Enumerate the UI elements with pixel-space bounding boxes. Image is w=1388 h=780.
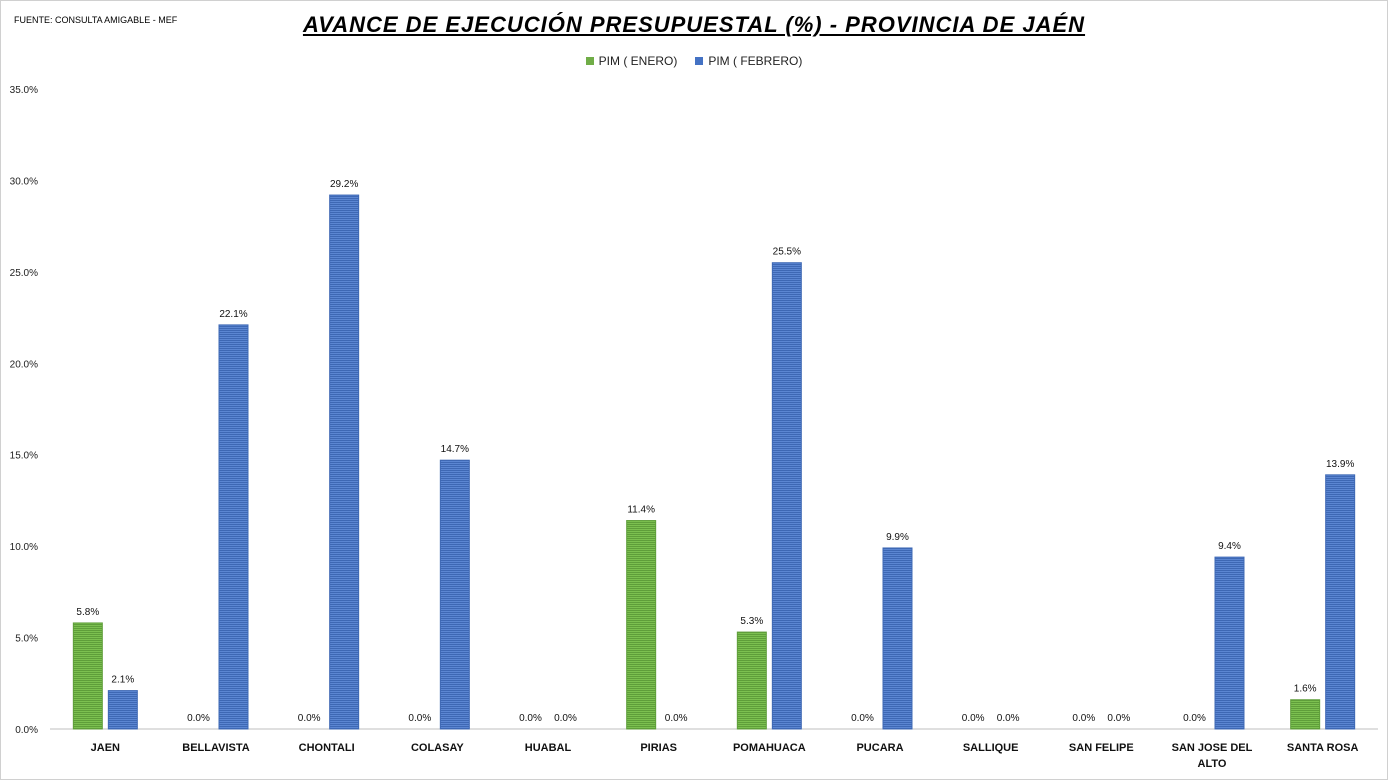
- chart-title-text: AVANCE DE EJECUCIÓN PRESUPUESTAL (%) - P…: [302, 12, 1086, 37]
- data-label: 1.6%: [1294, 684, 1317, 695]
- data-label: 0.0%: [298, 713, 321, 724]
- data-label: 0.0%: [1107, 713, 1130, 724]
- data-label: 0.0%: [187, 713, 210, 724]
- data-label: 0.0%: [554, 713, 577, 724]
- legend-item-febrero: PIM ( FEBRERO): [695, 54, 802, 68]
- data-label: 11.4%: [627, 505, 655, 516]
- data-label: 0.0%: [408, 713, 431, 724]
- data-label: 0.0%: [962, 713, 985, 724]
- legend-swatch-febrero: [695, 57, 704, 65]
- x-category-label: COLASAY: [411, 742, 464, 754]
- source-note: FUENTE: CONSULTA AMIGABLE - MEF: [14, 15, 178, 25]
- x-category-label: BELLAVISTA: [182, 742, 249, 754]
- y-tick-label: 35.0%: [10, 85, 38, 96]
- legend-item-enero: PIM ( ENERO): [585, 54, 678, 68]
- bar-enero: [72, 622, 103, 730]
- y-tick-label: 15.0%: [10, 451, 38, 462]
- x-category-label: SALLIQUE: [963, 742, 1019, 754]
- data-label: 0.0%: [1072, 713, 1095, 724]
- bar-enero: [626, 520, 657, 730]
- legend-label-enero: PIM ( ENERO): [598, 54, 678, 68]
- legend: PIM ( ENERO) PIM ( FEBRERO): [0, 54, 1388, 68]
- x-category-label: CHONTALI: [299, 742, 355, 754]
- y-tick-label: 10.0%: [10, 542, 38, 553]
- bar-febrero: [1214, 556, 1245, 730]
- data-label: 5.3%: [740, 616, 763, 627]
- bar-febrero: [771, 262, 802, 730]
- legend-label-febrero: PIM ( FEBRERO): [708, 54, 803, 68]
- data-label: 9.9%: [886, 532, 909, 543]
- data-label: 14.7%: [441, 444, 469, 455]
- data-label: 9.4%: [1218, 541, 1241, 552]
- data-label: 0.0%: [851, 713, 874, 724]
- bar-febrero: [439, 459, 470, 730]
- bar-enero: [1290, 699, 1321, 730]
- y-tick-label: 25.0%: [10, 268, 38, 279]
- y-tick-label: 30.0%: [10, 176, 38, 187]
- bar-febrero: [329, 194, 360, 730]
- data-label: 0.0%: [997, 713, 1020, 724]
- bar-febrero: [1325, 474, 1356, 730]
- x-category-label: JAEN: [91, 742, 120, 754]
- x-category-label: ALTO: [1198, 758, 1227, 770]
- x-category-label: POMAHUACA: [733, 742, 806, 754]
- bar-febrero: [218, 324, 249, 730]
- y-tick-label: 20.0%: [10, 359, 38, 370]
- x-category-label: SAN FELIPE: [1069, 742, 1134, 754]
- data-label: 0.0%: [519, 713, 542, 724]
- x-category-label: PUCARA: [856, 742, 903, 754]
- bar-febrero: [882, 547, 913, 730]
- x-category-label: PIRIAS: [640, 742, 677, 754]
- y-tick-label: 0.0%: [15, 725, 38, 736]
- legend-swatch-enero: [585, 57, 594, 65]
- y-tick-label: 5.0%: [15, 634, 38, 645]
- chart-title: AVANCE DE EJECUCIÓN PRESUPUESTAL (%) - P…: [0, 12, 1388, 38]
- bar-enero: [736, 631, 767, 730]
- bar-febrero: [107, 690, 138, 730]
- data-label: 5.8%: [76, 607, 99, 618]
- data-label: 25.5%: [773, 247, 801, 258]
- data-label: 0.0%: [665, 713, 688, 724]
- data-label: 22.1%: [219, 309, 247, 320]
- data-label: 2.1%: [111, 675, 134, 686]
- data-label: 13.9%: [1326, 459, 1354, 470]
- x-category-label: SAN JOSE DEL: [1172, 742, 1253, 754]
- x-category-label: HUABAL: [525, 742, 572, 754]
- data-label: 29.2%: [330, 179, 358, 190]
- data-label: 0.0%: [1183, 713, 1206, 724]
- x-category-label: SANTA ROSA: [1287, 742, 1359, 754]
